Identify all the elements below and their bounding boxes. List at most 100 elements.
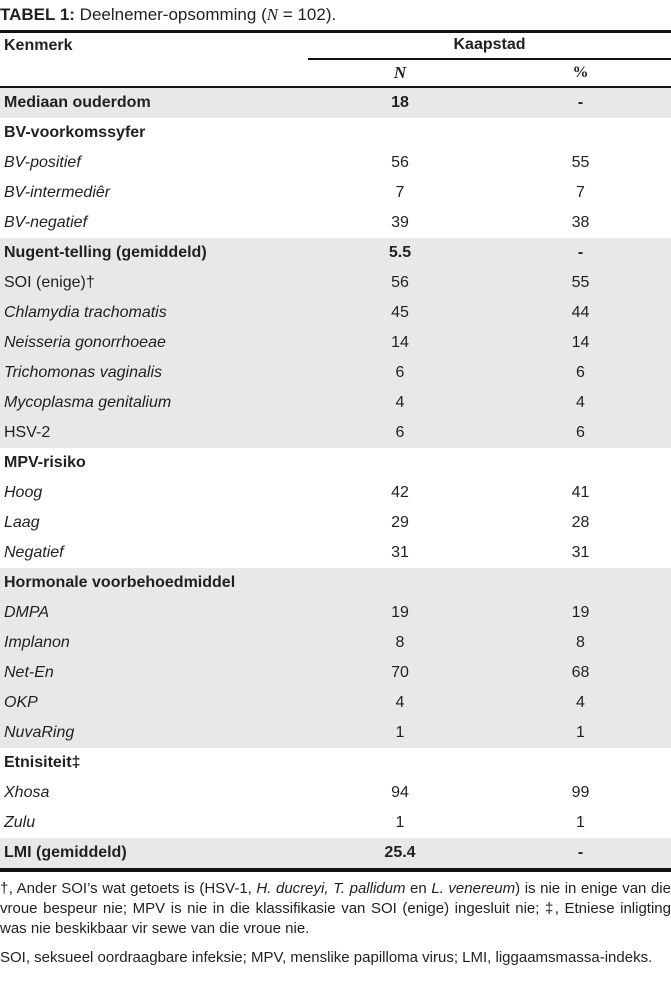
row-percent-value: 1 xyxy=(576,814,585,831)
row-percent-value: 31 xyxy=(571,544,590,561)
row-n-value: 39 xyxy=(391,214,409,231)
row-percent-value: 7 xyxy=(576,184,585,201)
row-percent-value: - xyxy=(577,244,584,261)
row-percent-value: 19 xyxy=(571,604,590,621)
row-percent-value: 1 xyxy=(576,724,585,741)
table-row: Xhosa 94 99 xyxy=(0,778,671,808)
row-n-value: 29 xyxy=(391,514,409,531)
table-row: NuvaRing 1 1 xyxy=(0,718,671,748)
table-row: Negatief 31 31 xyxy=(0,538,671,568)
table-row: Mycoplasma genitalium 4 4 xyxy=(0,388,671,418)
row-label: Mycoplasma genitalium xyxy=(4,394,172,411)
table-number-label: TABEL 1: xyxy=(0,5,75,24)
row-label: Negatief xyxy=(4,544,64,561)
row-label: BV-positief xyxy=(4,154,81,171)
row-percent-value: 44 xyxy=(571,304,590,321)
row-label: Zulu xyxy=(4,814,36,831)
row-percent-value: 55 xyxy=(571,274,590,291)
table-row: Laag 29 28 xyxy=(0,508,671,538)
footnote-1-text: †, Ander SOI’s wat getoets is (HSV-1, xyxy=(0,880,257,897)
table-row: Neisseria gonorrhoeae 14 14 xyxy=(0,328,671,358)
table-row: OKP 4 4 xyxy=(0,688,671,718)
table-row: Zulu 1 1 xyxy=(0,808,671,838)
row-percent-value: 6 xyxy=(576,424,585,441)
column-group-header-kaapstad: Kaapstad xyxy=(308,32,671,60)
table-row: Etnisiteit‡ xyxy=(0,748,671,778)
table-row: Implanon 8 8 xyxy=(0,628,671,658)
table-row: BV-positief 56 55 xyxy=(0,148,671,178)
table-row: MPV-risiko xyxy=(0,448,671,478)
table-row: BV-negatief 39 38 xyxy=(0,208,671,238)
row-n-value: 5.5 xyxy=(388,244,412,261)
row-n-value: 70 xyxy=(391,664,409,681)
row-n-value: 31 xyxy=(391,544,409,561)
row-label: OKP xyxy=(4,694,38,711)
row-label: DMPA xyxy=(4,604,50,621)
row-label: Hoog xyxy=(4,484,43,501)
table-row: HSV-2 6 6 xyxy=(0,418,671,448)
table-row: LMI (gemiddeld) 25.4 - xyxy=(0,838,671,868)
table-row: Nugent-telling (gemiddeld) 5.5 - xyxy=(0,238,671,268)
row-n-value: 94 xyxy=(391,784,409,801)
row-label: LMI (gemiddeld) xyxy=(4,844,127,861)
row-label: Etnisiteit‡ xyxy=(4,754,81,771)
footnote-1-text-end: ) is nie in enige van die vroue bespeur … xyxy=(0,880,671,937)
row-percent-value: 14 xyxy=(571,334,590,351)
table-title-suffix: = 102). xyxy=(278,5,337,24)
table-row: Net-En 70 68 xyxy=(0,658,671,688)
footnote-1-species-2: L. venereum xyxy=(431,880,516,897)
row-n-value: 45 xyxy=(391,304,409,321)
row-label: Mediaan ouderdom xyxy=(4,94,151,111)
table-rows: Mediaan ouderdom 18- BV-voorkomssyfer BV-po… xyxy=(0,88,671,872)
row-n-value: 19 xyxy=(391,604,409,621)
row-percent-value: 4 xyxy=(576,694,585,711)
row-n-value: 8 xyxy=(395,634,405,651)
row-label: SOI (enige)† xyxy=(4,274,95,291)
table-row: Chlamydia trachomatis 45 44 xyxy=(0,298,671,328)
row-n-value: 6 xyxy=(395,424,405,441)
table-row: Mediaan ouderdom 18 - xyxy=(0,88,671,118)
row-label: Implanon xyxy=(4,634,70,651)
table-header-row-2: N % xyxy=(0,59,671,88)
row-percent-value: 8 xyxy=(576,634,585,651)
table-row: Hormonale voorbehoedmiddel xyxy=(0,568,671,598)
row-label: BV-negatief xyxy=(4,214,88,231)
table-row: DMPA 19 19 xyxy=(0,598,671,628)
table-title-text: Deelnemer-opsomming ( xyxy=(74,5,267,24)
row-percent-value: - xyxy=(577,844,584,861)
row-label: BV-intermediêr xyxy=(4,184,111,201)
row-n-value: 1 xyxy=(395,724,405,741)
row-label: Nugent-telling (gemiddeld) xyxy=(4,244,207,261)
row-label: NuvaRing xyxy=(4,724,75,741)
row-percent-value: 38 xyxy=(571,214,590,231)
row-percent-value: 41 xyxy=(571,484,590,501)
row-label: Trichomonas vaginalis xyxy=(4,364,162,381)
row-percent-value: 28 xyxy=(571,514,590,531)
row-n-value: 6 xyxy=(395,364,405,381)
table-row: BV-intermediêr 7 7 xyxy=(0,178,671,208)
row-label: Laag xyxy=(4,514,40,531)
row-label: Net-En xyxy=(4,664,54,681)
table-row: Hoog 42 41 xyxy=(0,478,671,508)
row-n-value: 25.4 xyxy=(384,844,416,861)
column-header-characteristic: Kenmerk xyxy=(4,37,73,54)
table-row: SOI (enige)† 56 55 xyxy=(0,268,671,298)
column-header-percent: % xyxy=(572,63,589,81)
table-row: BV-voorkomssyfer xyxy=(0,118,671,148)
footnote-1: †, Ander SOI’s wat getoets is (HSV-1, H.… xyxy=(0,879,671,939)
row-percent-value: - xyxy=(577,94,584,111)
row-n-value: 56 xyxy=(391,274,409,291)
table-row: Trichomonas vaginalis 6 6 xyxy=(0,358,671,388)
row-percent-value: 68 xyxy=(571,664,590,681)
row-percent-value: 99 xyxy=(571,784,590,801)
row-label: Chlamydia trachomatis xyxy=(4,304,167,321)
row-n-value: 14 xyxy=(391,334,409,351)
n-symbol: N xyxy=(266,5,279,24)
table-title: TABEL 1: Deelnemer-opsomming (N = 102). xyxy=(0,0,671,33)
row-n-value: 1 xyxy=(395,814,405,831)
row-n-value: 4 xyxy=(395,694,405,711)
row-percent-value: 55 xyxy=(571,154,590,171)
column-header-n: N xyxy=(393,62,407,82)
row-n-value: 18 xyxy=(391,94,409,111)
